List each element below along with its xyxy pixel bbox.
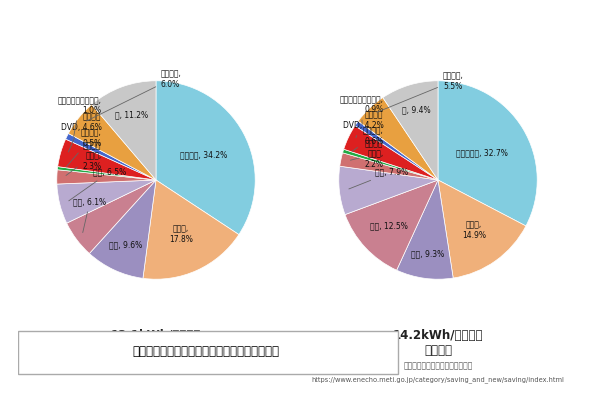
Text: 洗濯機・
乾燥機,
2.3%: 洗濯機・ 乾燥機, 2.3%	[66, 141, 101, 176]
Text: 炊事, 7.9%: 炊事, 7.9%	[349, 168, 408, 189]
Wedge shape	[67, 180, 156, 254]
Wedge shape	[339, 166, 438, 214]
Text: テレビ・
DVD, 4.6%: テレビ・ DVD, 4.6%	[61, 113, 101, 152]
Text: 給湯, 12.5%: 給湯, 12.5%	[370, 222, 407, 230]
Wedge shape	[344, 126, 438, 180]
Text: エアコン等, 32.7%: エアコン等, 32.7%	[456, 149, 508, 158]
Text: 温水便座,
0.6%: 温水便座, 0.6%	[352, 127, 383, 152]
Text: パソコン・ルーター,
0.9%: パソコン・ルーター, 0.9%	[340, 95, 383, 124]
Wedge shape	[156, 81, 255, 234]
Text: エアコン, 34.2%: エアコン, 34.2%	[179, 150, 227, 159]
Text: 照明, 9.6%: 照明, 9.6%	[109, 240, 143, 249]
Text: https://www.enecho.meti.go.jp/category/saving_and_new/saving/index.html: https://www.enecho.meti.go.jp/category/s…	[311, 376, 565, 382]
Text: パソコン・ルーター,
1.0%: パソコン・ルーター, 1.0%	[58, 96, 101, 137]
Wedge shape	[345, 180, 438, 270]
Text: 温水便座,
0.5%: 温水便座, 0.5%	[66, 129, 101, 167]
Text: 炊事, 6.5%: 炊事, 6.5%	[69, 168, 126, 201]
Text: 画像参照：省エネポータルサイト: 画像参照：省エネポータルサイト	[403, 362, 473, 370]
Text: 待機電力,
5.5%: 待機電力, 5.5%	[377, 71, 464, 112]
Wedge shape	[355, 121, 438, 180]
Text: 待機電力,
6.0%: 待機電力, 6.0%	[86, 69, 182, 121]
Wedge shape	[89, 180, 156, 278]
Text: 洗濯機・
乾燥機,
2.2%: 洗濯機・ 乾燥機, 2.2%	[350, 139, 383, 169]
Text: 14.2kWh/世帯・日
（冬季）: 14.2kWh/世帯・日 （冬季）	[393, 329, 483, 357]
Wedge shape	[58, 139, 156, 180]
Text: 照明, 9.3%: 照明, 9.3%	[411, 249, 445, 258]
Wedge shape	[57, 170, 156, 184]
Wedge shape	[340, 153, 438, 180]
Wedge shape	[92, 81, 156, 180]
Wedge shape	[57, 180, 156, 223]
Wedge shape	[358, 98, 438, 180]
Wedge shape	[65, 134, 156, 180]
Text: 冷蔵庫,
17.8%: 冷蔵庫, 17.8%	[169, 224, 193, 244]
Text: 他, 9.4%: 他, 9.4%	[403, 105, 431, 114]
Text: 他, 11.2%: 他, 11.2%	[115, 110, 149, 119]
Text: テレビ・
DVD, 4.2%: テレビ・ DVD, 4.2%	[343, 111, 383, 138]
FancyBboxPatch shape	[18, 331, 398, 374]
Wedge shape	[438, 81, 537, 226]
Wedge shape	[397, 180, 453, 279]
Wedge shape	[58, 167, 156, 180]
Wedge shape	[343, 149, 438, 180]
Wedge shape	[438, 180, 526, 278]
Text: 冷蔵庫,
14.9%: 冷蔵庫, 14.9%	[462, 220, 486, 240]
Text: 家庭における家電製品の一日での電力消費割合: 家庭における家電製品の一日での電力消費割合	[133, 344, 280, 358]
Wedge shape	[383, 81, 438, 180]
Text: 給湯, 6.1%: 給湯, 6.1%	[73, 197, 106, 232]
Wedge shape	[68, 104, 156, 180]
Text: 13.1kWh/世帯・日
（夏季）: 13.1kWh/世帯・日 （夏季）	[111, 329, 201, 357]
Wedge shape	[143, 180, 239, 279]
